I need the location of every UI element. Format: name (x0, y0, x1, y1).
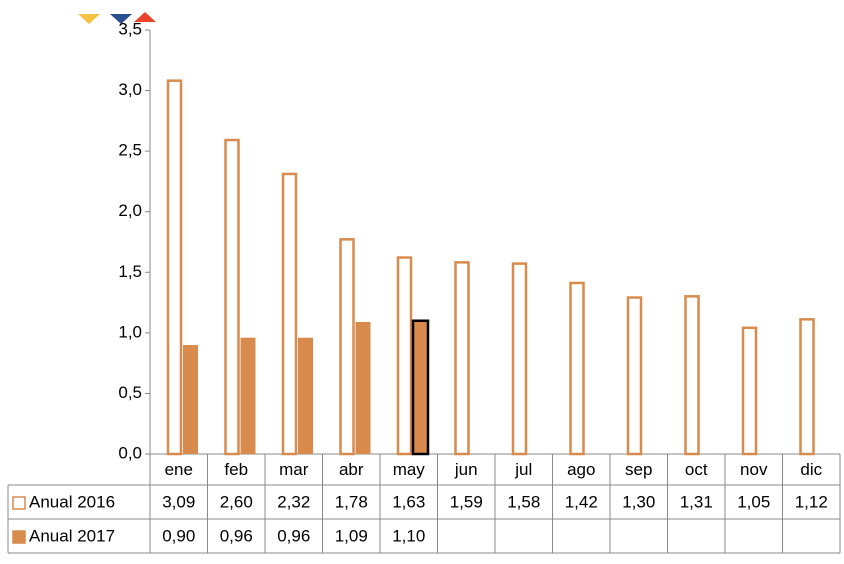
table-value: 1,12 (795, 492, 828, 511)
table-value: 1,10 (392, 526, 425, 545)
table-value: 0,90 (162, 526, 195, 545)
legend-swatch (12, 496, 26, 510)
bar (166, 79, 183, 456)
table-value: 1,58 (507, 492, 540, 511)
y-tick-label: 1,5 (118, 262, 142, 281)
table-value: 1,59 (450, 492, 483, 511)
table-value: 1,63 (392, 492, 425, 511)
bar (183, 344, 198, 454)
x-tick-label: ago (567, 460, 595, 479)
x-tick-label: nov (740, 460, 768, 479)
table-value: 1,31 (680, 492, 713, 511)
x-tick-label: jun (454, 460, 478, 479)
bar (454, 261, 470, 456)
x-tick-label: may (393, 460, 426, 479)
y-tick-label: 3,0 (118, 80, 142, 99)
x-tick-label: mar (279, 460, 309, 479)
bar (741, 326, 758, 456)
x-tick-label: oct (685, 460, 708, 479)
bar (799, 318, 815, 456)
x-tick-label: feb (224, 460, 248, 479)
table-value: 1,30 (622, 492, 655, 511)
y-tick-label: 1,0 (118, 322, 142, 341)
y-tick-label: 2,5 (118, 141, 142, 160)
table-value: 0,96 (220, 526, 253, 545)
bar (339, 238, 355, 456)
y-tick-label: 0,0 (118, 443, 142, 462)
legend-label: Anual 2017 (29, 526, 115, 545)
bar (684, 295, 700, 456)
logo (78, 12, 156, 24)
table-value: 1,05 (737, 492, 770, 511)
x-tick-label: jul (514, 460, 532, 479)
x-tick-label: dic (800, 460, 822, 479)
table-value: 1,42 (565, 492, 598, 511)
table-value: 3,09 (162, 492, 195, 511)
table-value: 1,09 (335, 526, 368, 545)
bar (281, 172, 298, 456)
table-value: 1,78 (335, 492, 368, 511)
y-tick-label: 2,0 (118, 201, 142, 220)
y-tick-label: 3,5 (118, 19, 142, 38)
legend-label: Anual 2016 (29, 492, 115, 511)
bar (355, 321, 371, 454)
bar (569, 281, 585, 456)
table-value: 2,32 (277, 492, 310, 511)
bar (224, 138, 240, 456)
table-value: 0,96 (277, 526, 310, 545)
bar (411, 319, 430, 456)
y-tick-label: 0,5 (118, 383, 142, 402)
x-tick-label: sep (625, 460, 652, 479)
x-tick-label: abr (339, 460, 364, 479)
bar (396, 256, 413, 456)
bar (240, 337, 256, 454)
bar (626, 296, 643, 456)
bar (298, 337, 313, 454)
table-value: 2,60 (220, 492, 253, 511)
legend-swatch (12, 530, 26, 544)
x-tick-label: ene (165, 460, 193, 479)
bar (511, 262, 528, 456)
